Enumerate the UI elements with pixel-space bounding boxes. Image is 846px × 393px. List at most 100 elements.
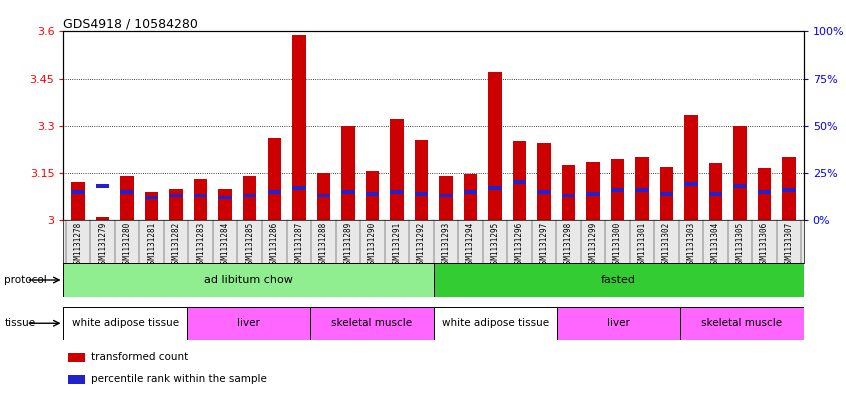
Text: white adipose tissue: white adipose tissue (72, 318, 179, 328)
Text: GSM1131279: GSM1131279 (98, 221, 107, 268)
Text: GSM1131290: GSM1131290 (368, 221, 376, 268)
Bar (783, 188, 796, 192)
Bar (390, 119, 404, 220)
Text: GSM1131299: GSM1131299 (589, 221, 597, 268)
Text: skeletal muscle: skeletal muscle (332, 318, 413, 328)
Bar (218, 196, 232, 199)
Bar (390, 190, 404, 194)
Text: GSM1131301: GSM1131301 (637, 221, 646, 268)
Bar (488, 72, 502, 220)
Bar (586, 162, 600, 220)
Bar (194, 194, 207, 197)
Text: GSM1131284: GSM1131284 (221, 221, 230, 268)
Text: GSM1131300: GSM1131300 (613, 221, 622, 268)
Bar (71, 182, 85, 220)
Text: GSM1131286: GSM1131286 (270, 221, 278, 268)
Bar (733, 184, 747, 188)
Bar (537, 190, 551, 194)
Text: liver: liver (237, 318, 260, 328)
Text: GSM1131307: GSM1131307 (784, 221, 794, 268)
Text: GSM1131292: GSM1131292 (417, 221, 426, 268)
Bar (68, 375, 85, 384)
Bar (292, 35, 305, 220)
Bar (488, 186, 502, 190)
Bar (415, 192, 428, 196)
Bar (96, 184, 109, 188)
Bar (758, 190, 772, 194)
Text: GSM1131295: GSM1131295 (491, 221, 499, 268)
Text: liver: liver (607, 318, 630, 328)
Bar (611, 188, 624, 192)
Bar (684, 115, 698, 220)
Text: GSM1131283: GSM1131283 (196, 221, 206, 268)
Text: GSM1131278: GSM1131278 (74, 221, 83, 268)
Bar (733, 126, 747, 220)
Text: protocol: protocol (4, 275, 47, 285)
Bar (169, 194, 183, 197)
Bar (243, 176, 256, 220)
Text: GSM1131280: GSM1131280 (123, 221, 132, 268)
Bar (513, 180, 526, 184)
Text: GSM1131305: GSM1131305 (735, 221, 744, 268)
Text: GSM1131294: GSM1131294 (466, 221, 475, 268)
Bar (316, 194, 330, 197)
Text: GSM1131302: GSM1131302 (662, 221, 671, 268)
Text: GSM1131293: GSM1131293 (442, 221, 450, 268)
Text: GSM1131304: GSM1131304 (711, 221, 720, 268)
Bar (194, 179, 207, 220)
Bar (415, 140, 428, 220)
Text: GSM1131298: GSM1131298 (564, 221, 573, 268)
Bar (68, 353, 85, 362)
Bar (71, 190, 85, 194)
Text: GSM1131303: GSM1131303 (686, 221, 695, 268)
Text: fasted: fasted (602, 275, 636, 285)
Text: percentile rank within the sample: percentile rank within the sample (91, 374, 266, 384)
Bar (586, 192, 600, 196)
Text: transformed count: transformed count (91, 352, 188, 362)
Text: GSM1131282: GSM1131282 (172, 221, 181, 268)
Bar (433, 307, 557, 340)
Bar (341, 126, 354, 220)
Bar (365, 171, 379, 220)
Bar (709, 192, 722, 196)
Text: tissue: tissue (4, 318, 36, 328)
Bar (537, 143, 551, 220)
Bar (635, 157, 649, 220)
Bar (433, 263, 804, 297)
Bar (439, 176, 453, 220)
Bar (145, 192, 158, 220)
Text: GSM1131291: GSM1131291 (393, 221, 401, 268)
Bar (680, 307, 804, 340)
Text: GSM1131289: GSM1131289 (343, 221, 352, 268)
Bar (783, 157, 796, 220)
Bar (684, 182, 698, 186)
Bar (267, 190, 281, 194)
Text: ad libitum chow: ad libitum chow (204, 275, 293, 285)
Bar (243, 194, 256, 197)
Bar (635, 188, 649, 192)
Bar (145, 196, 158, 199)
Text: skeletal muscle: skeletal muscle (701, 318, 783, 328)
Bar (292, 186, 305, 190)
Bar (96, 217, 109, 220)
Bar (310, 307, 433, 340)
Bar (169, 189, 183, 220)
Bar (513, 141, 526, 220)
Bar (464, 190, 477, 194)
Bar (709, 163, 722, 220)
Bar (365, 192, 379, 196)
Text: GSM1131287: GSM1131287 (294, 221, 303, 268)
Bar (63, 263, 433, 297)
Bar (341, 190, 354, 194)
Text: GSM1131306: GSM1131306 (760, 221, 769, 268)
Bar (218, 189, 232, 220)
Bar (562, 194, 575, 197)
Bar (267, 138, 281, 220)
Bar (660, 167, 673, 220)
Text: GSM1131281: GSM1131281 (147, 221, 157, 268)
Bar (464, 174, 477, 220)
Text: GSM1131296: GSM1131296 (515, 221, 524, 268)
Bar (120, 176, 134, 220)
Text: GSM1131285: GSM1131285 (245, 221, 255, 268)
Bar (611, 159, 624, 220)
